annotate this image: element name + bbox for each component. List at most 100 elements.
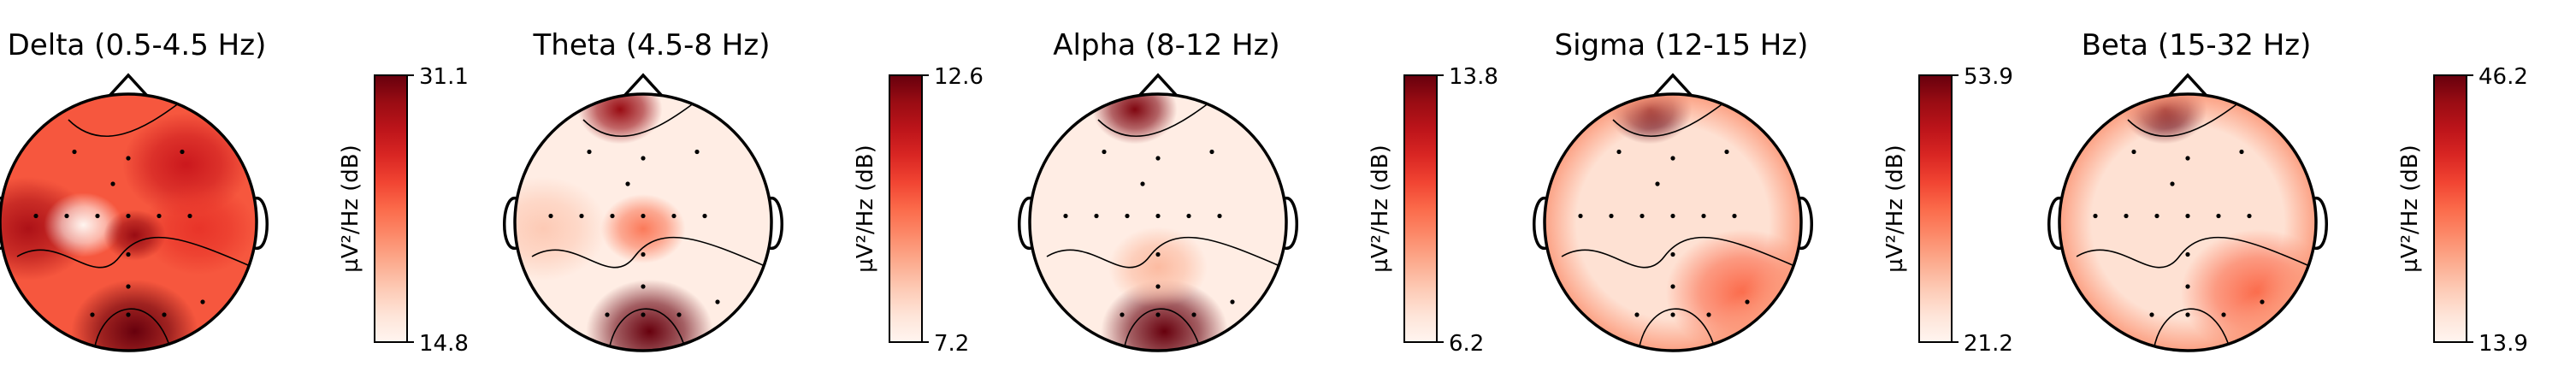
electrode-marker [2093, 213, 2098, 219]
colorbar [2433, 74, 2467, 343]
electrode-marker [95, 213, 100, 219]
electrode-marker [579, 213, 584, 219]
colorbar [1918, 74, 1953, 343]
contour-line [582, 102, 695, 137]
electrode-marker [200, 299, 205, 304]
electrode-marker [1155, 213, 1161, 219]
right-ear-outline [1284, 197, 1298, 250]
left-ear-outline [503, 197, 517, 250]
electrode-marker [2260, 299, 2265, 304]
electrode-marker [641, 213, 646, 219]
electrode-marker [64, 213, 69, 219]
colorbar-label: µV²/Hz (dB) [2397, 145, 2423, 273]
nose-outline [2167, 73, 2208, 97]
electrode-marker [1155, 284, 1161, 289]
colorbar-max-label: 12.6 [934, 64, 984, 90]
colorbar-label: µV²/Hz (dB) [1882, 145, 1908, 273]
contour-line [2153, 308, 2231, 351]
right-ear-outline [254, 197, 269, 250]
electrode-marker [605, 312, 610, 317]
electrode-marker [1701, 213, 1706, 219]
electrode-marker [715, 299, 720, 304]
topomap-panel: Theta (4.5-8 Hz) 12.6 7.2 µV²/Hz (dB) [503, 28, 984, 357]
contour-line [1612, 102, 1725, 137]
contour-line [1046, 236, 1279, 269]
electrode-marker [2239, 149, 2244, 155]
electrode-marker [1655, 181, 1660, 186]
electrode-marker [2149, 312, 2154, 317]
colorbar-min-label: 21.2 [1964, 331, 2013, 357]
right-ear-outline [2313, 197, 2328, 250]
colorbar-min-label: 13.9 [2479, 331, 2528, 357]
left-ear-outline [2047, 197, 2062, 250]
colorbar [889, 74, 923, 343]
head-outline [1028, 92, 1288, 352]
contour-line [1561, 236, 1793, 269]
nose-outline [1652, 73, 1693, 97]
electrode-marker [2216, 213, 2221, 219]
power-hotspot [44, 192, 123, 257]
electrode-marker [1063, 213, 1068, 219]
left-ear-outline [1533, 197, 1547, 250]
electrode-marker [126, 156, 131, 161]
contour-line [68, 102, 180, 137]
panel-title: Delta (0.5-4.5 Hz) [8, 28, 267, 62]
electrode-marker [126, 284, 131, 289]
topomap-panel: Delta (0.5-4.5 Hz) 31.1 14.8 µV²/Hz (dB) [0, 28, 469, 357]
power-hotspot [8, 111, 108, 192]
electrode-marker [126, 251, 131, 257]
electrode-marker [625, 181, 630, 186]
electrode-marker [2221, 312, 2226, 317]
electrode-marker [1634, 312, 1640, 317]
colorbar-max-label: 13.8 [1449, 64, 1498, 90]
electrode-marker [2247, 213, 2252, 219]
power-hotspot [1101, 279, 1228, 351]
panel-title: Alpha (8-12 Hz) [1053, 28, 1279, 62]
electrode-marker [1670, 156, 1675, 161]
colorbar-label: µV²/Hz (dB) [338, 145, 363, 273]
colorbar-min-label: 6.2 [1449, 331, 1484, 357]
electrode-marker [1640, 213, 1645, 219]
power-hotspot [1545, 94, 1801, 351]
contour-line [1123, 308, 1202, 351]
electrode-marker [157, 213, 162, 219]
electrode-marker [587, 149, 592, 155]
power-hotspot [586, 279, 713, 351]
electrode-marker [1155, 156, 1161, 161]
electrode-marker [1191, 312, 1196, 317]
scalp-map [0, 94, 257, 351]
right-ear-outline [769, 197, 783, 250]
power-hotspot [1108, 227, 1208, 308]
electrode-marker [641, 284, 646, 289]
electrode-marker [1616, 149, 1622, 155]
power-hotspot [103, 210, 166, 261]
electrode-marker [702, 213, 707, 219]
colorbar-label: µV²/Hz (dB) [853, 145, 878, 273]
electrode-marker [126, 213, 131, 219]
electrode-marker [2124, 213, 2129, 219]
colorbar-max-label: 53.9 [1964, 64, 2013, 90]
electrode-marker [610, 213, 615, 219]
scalp-map [2059, 94, 2316, 351]
scalp-map [1545, 94, 1801, 351]
electrode-marker [110, 181, 115, 186]
colorbar [1403, 74, 1438, 343]
colorbar-min-label: 14.8 [419, 331, 469, 357]
nose-outline [623, 73, 664, 97]
colorbar-max-label: 46.2 [2479, 64, 2528, 90]
power-hotspot [577, 94, 663, 145]
colorbar [374, 74, 408, 343]
electrode-marker [187, 213, 192, 219]
electrode-marker [1155, 251, 1161, 257]
contour-line [1097, 102, 1210, 137]
head-outline [1543, 92, 1803, 352]
electrode-marker [694, 149, 700, 155]
contour-line [93, 308, 172, 351]
topomap-panel: Beta (15-32 Hz) 46.2 13.9 µV²/Hz (dB) [2047, 28, 2528, 357]
electrode-marker [1209, 149, 1214, 155]
electrode-marker [1670, 312, 1675, 317]
electrode-marker [1155, 312, 1161, 317]
electrode-marker [1609, 213, 1614, 219]
electrode-marker [126, 312, 131, 317]
